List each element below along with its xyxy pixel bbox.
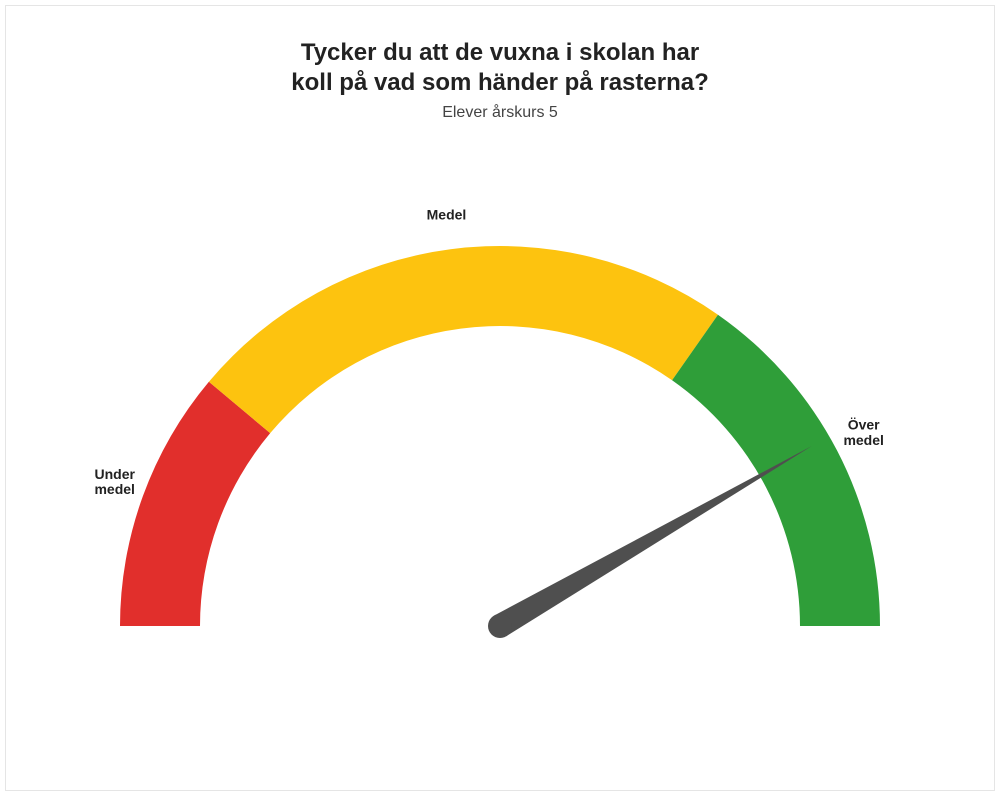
title-line-2: koll på vad som händer på rasterna?	[6, 68, 994, 98]
gauge-segment-2	[672, 315, 880, 626]
title-block: Tycker du att de vuxna i skolan har koll…	[6, 6, 994, 122]
title-line-1: Tycker du att de vuxna i skolan har	[6, 38, 994, 68]
gauge-needle	[494, 446, 812, 636]
gauge-segment-1	[209, 246, 718, 433]
gauge-segment-label-2: Övermedel	[843, 417, 883, 448]
chart-card: Tycker du att de vuxna i skolan har koll…	[5, 5, 995, 791]
subtitle: Elever årskurs 5	[6, 104, 994, 122]
gauge-segment-label-0: Undermedel	[94, 466, 135, 497]
gauge-segment-label-1: Medel	[427, 207, 467, 223]
gauge-segment-0	[120, 382, 270, 626]
gauge-needle-hub	[488, 614, 512, 638]
gauge-chart: Undermedel Medel Övermedel	[6, 156, 994, 716]
